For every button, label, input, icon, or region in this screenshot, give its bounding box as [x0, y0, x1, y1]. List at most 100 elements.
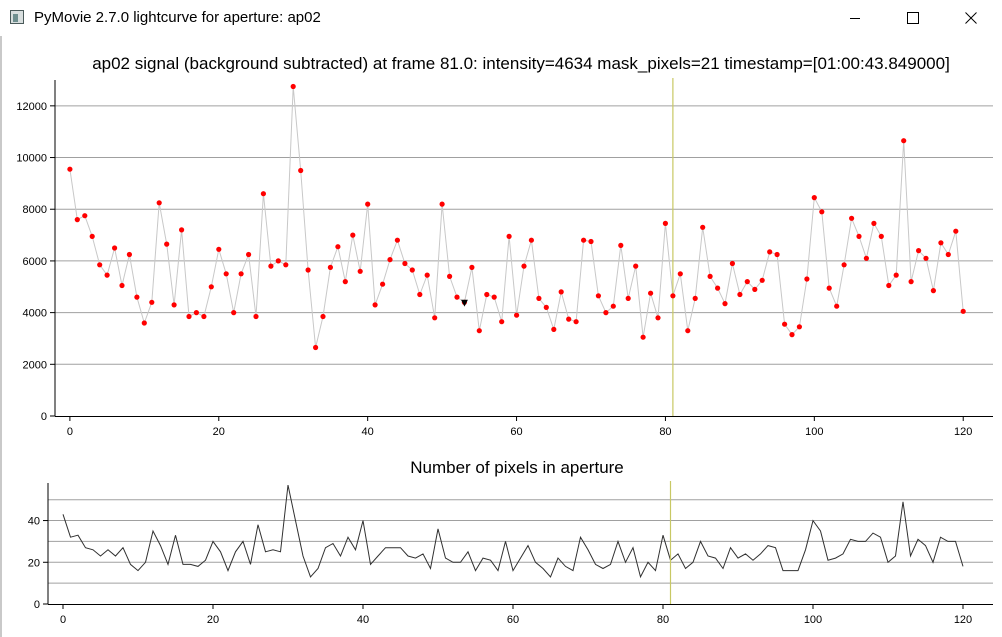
intensity-data-point: [238, 271, 244, 277]
intensity-data-point: [275, 258, 281, 264]
main-plot-title: ap02 signal (background subtracted) at f…: [92, 54, 950, 73]
intensity-data-point: [164, 241, 170, 247]
pixels-x-tick-label: 40: [357, 614, 369, 626]
intensity-x-tick-label: 120: [954, 426, 972, 438]
intensity-data-point: [528, 237, 535, 243]
intensity-y-tick-label: 2000: [23, 359, 47, 371]
intensity-data-point: [729, 260, 736, 267]
intensity-data-point: [119, 282, 125, 289]
intensity-data-point: [350, 232, 356, 238]
app-icon: [10, 10, 24, 24]
close-button[interactable]: [948, 0, 994, 36]
intensity-data-point: [201, 313, 207, 320]
intensity-data-point: [774, 251, 780, 258]
intensity-data-point: [439, 201, 445, 207]
intensity-x-tick-label: 40: [362, 426, 374, 438]
intensity-data-point: [380, 281, 386, 287]
close-icon: [965, 12, 977, 24]
intensity-data-point: [558, 289, 564, 295]
intensity-data-point: [938, 240, 944, 246]
window-titlebar[interactable]: PyMovie 2.7.0 lightcurve for aperture: a…: [0, 0, 1002, 36]
intensity-data-point: [372, 302, 378, 308]
intensity-data-point: [752, 286, 758, 292]
intensity-data-point: [89, 233, 95, 239]
intensity-data-point: [491, 294, 497, 300]
intensity-x-tick-label: 60: [510, 426, 522, 438]
intensity-data-point: [841, 262, 847, 268]
intensity-data-point: [156, 200, 162, 206]
intensity-data-point: [342, 279, 348, 285]
intensity-data-point: [677, 271, 683, 277]
intensity-data-point: [901, 138, 907, 144]
intensity-y-tick-label: 4000: [23, 308, 47, 320]
intensity-data-point: [744, 279, 750, 285]
intensity-data-point: [260, 191, 266, 197]
intensity-data-point: [856, 233, 862, 239]
intensity-data-point: [424, 272, 430, 278]
intensity-data-point: [834, 303, 840, 309]
intensity-data-point: [610, 303, 616, 309]
intensity-data-point: [320, 313, 326, 320]
minimize-button[interactable]: [832, 0, 878, 36]
intensity-x-tick-label: 80: [659, 426, 671, 438]
intensity-data-point: [551, 326, 557, 332]
intensity-data-point: [953, 228, 959, 234]
pixels-group: 0 20 40 0 20 40 60 80 100 120: [28, 481, 993, 626]
pixels-x-tick-label: 100: [804, 614, 822, 626]
intensity-data-point: [447, 273, 453, 279]
intensity-data-point: [878, 233, 884, 239]
intensity-data-point: [573, 319, 579, 325]
intensity-data-point: [290, 83, 296, 90]
intensity-data-point: [506, 233, 512, 239]
intensity-data-point: [916, 248, 922, 254]
intensity-data-point: [789, 332, 795, 338]
intensity-data-point: [700, 224, 706, 230]
intensity-data-point: [640, 334, 646, 340]
maximize-icon: [907, 12, 919, 24]
intensity-data-point: [648, 290, 654, 296]
intensity-data-point: [476, 328, 482, 334]
intensity-data-point: [298, 167, 304, 174]
intensity-data-point: [685, 328, 691, 334]
intensity-data-point: [134, 294, 140, 300]
window-title: PyMovie 2.7.0 lightcurve for aperture: a…: [34, 9, 321, 26]
intensity-data-point: [253, 313, 259, 320]
intensity-x-tick-label: 0: [67, 426, 73, 438]
intensity-data-point: [618, 242, 624, 248]
intensity-data-point: [930, 288, 937, 294]
intensity-data-point: [923, 255, 929, 261]
pixels-x-tick-label: 20: [207, 614, 219, 626]
pixels-plot-title: Number of pixels in aperture: [410, 458, 624, 477]
intensity-y-tick-label: 0: [41, 411, 47, 423]
intensity-data-point: [767, 249, 773, 255]
intensity-data-point: [469, 264, 475, 270]
intensity-data-point: [112, 245, 118, 251]
pixels-x-tick-label: 60: [507, 614, 519, 626]
intensity-data-point: [826, 285, 832, 291]
intensity-data-point: [365, 201, 371, 207]
intensity-data-point: [394, 237, 400, 243]
intensity-y-tick-label: 6000: [23, 256, 47, 268]
maximize-button[interactable]: [890, 0, 936, 36]
intensity-x-tick-label: 100: [805, 426, 823, 438]
intensity-data-point: [514, 312, 520, 318]
intensity-group: 0 2000 4000 6000 8000 10000 12000 0 20 40 60 80 100 1…: [16, 78, 993, 438]
intensity-data-point: [566, 316, 572, 322]
intensity-data-point: [357, 268, 363, 274]
intensity-data-point: [811, 195, 817, 201]
intensity-data-point: [402, 260, 408, 267]
intensity-data-point: [543, 304, 549, 310]
intensity-data-point: [849, 215, 855, 221]
intensity-data-point: [595, 293, 602, 299]
intensity-annotation: ▼: [461, 298, 468, 308]
intensity-data-point: [454, 294, 460, 300]
intensity-data-point: [149, 299, 155, 305]
intensity-data-point: [141, 320, 147, 326]
intensity-data-point: [67, 166, 73, 172]
intensity-data-point: [707, 273, 713, 279]
intensity-data-point: [461, 299, 467, 305]
intensity-data-point: [625, 295, 631, 301]
intensity-data-point: [536, 295, 542, 301]
pixels-y-tick-label: 40: [28, 516, 40, 528]
